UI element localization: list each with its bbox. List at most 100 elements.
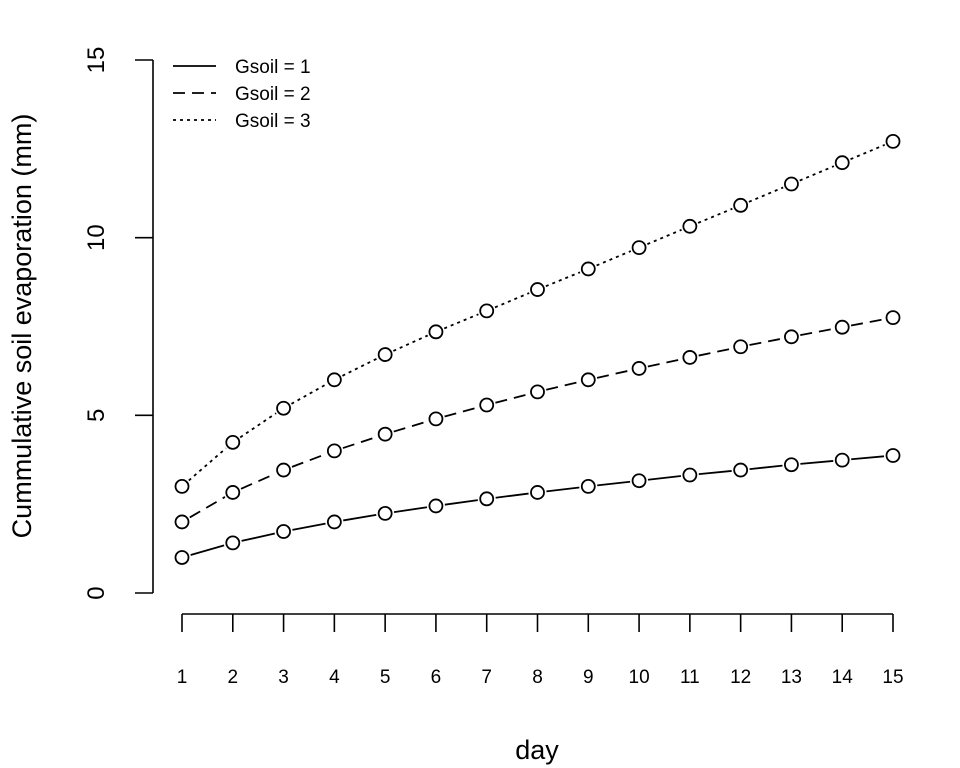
- data-point: [631, 473, 647, 489]
- x-tick-label: 13: [781, 667, 802, 688]
- data-point: [276, 400, 291, 416]
- data-point: [834, 319, 850, 335]
- data-point: [733, 197, 749, 213]
- series-3: [174, 133, 901, 494]
- series-line-segment: [290, 383, 327, 405]
- x-tick-label: 2: [227, 667, 238, 688]
- data-point: [428, 498, 444, 514]
- data-point: [682, 467, 698, 483]
- data-point: [225, 434, 241, 450]
- series-layer: [174, 133, 901, 565]
- series-line-segment: [393, 506, 428, 513]
- series-line-segment: [241, 532, 275, 542]
- series-line-segment: [190, 544, 225, 556]
- data-point: [326, 443, 342, 459]
- data-point: [733, 462, 749, 478]
- series-line-segment: [748, 186, 784, 203]
- series-line-segment: [799, 165, 835, 182]
- data-point: [479, 491, 495, 507]
- data-point: [834, 155, 850, 171]
- y-axis: 0 5 10 15: [83, 47, 154, 600]
- legend: Gsoil = 1 Gsoil = 2 Gsoil = 3: [173, 57, 311, 132]
- series-line-segment: [850, 144, 886, 161]
- series-line-segment: [647, 358, 682, 368]
- series-line-segment: [444, 499, 478, 506]
- data-point: [377, 506, 393, 521]
- data-point: [377, 426, 393, 442]
- x-tick-label: 14: [832, 667, 854, 688]
- x-tick-label: 11: [680, 667, 700, 688]
- data-point: [580, 478, 596, 494]
- series-line-segment: [342, 436, 377, 449]
- series-line-segment: [443, 313, 479, 330]
- data-point: [784, 457, 799, 473]
- data-point: [174, 478, 190, 494]
- x-tick-label: 9: [583, 667, 594, 688]
- data-point: [784, 176, 799, 192]
- data-point: [326, 514, 342, 530]
- data-point: [530, 384, 545, 400]
- series-line-segment: [647, 228, 682, 245]
- series-line-segment: [494, 292, 530, 309]
- series-line-segment: [240, 472, 276, 490]
- series-line-segment: [851, 455, 885, 461]
- data-point: [530, 485, 545, 500]
- data-point: [377, 347, 393, 362]
- x-tick-label: 3: [278, 667, 289, 688]
- x-axis: 1 2 3 4 5 6 7 8 9 10 11 12 13 14 15: [177, 613, 904, 688]
- y-axis-title: Cummulative soil evaporation (mm): [7, 114, 37, 539]
- series-line-segment: [444, 406, 479, 418]
- series-line-segment: [749, 464, 783, 471]
- y-tick-label: 10: [83, 224, 110, 251]
- data-point: [225, 485, 241, 500]
- x-tick-label: 12: [730, 667, 751, 688]
- data-point: [682, 350, 698, 365]
- series-line-segment: [697, 207, 733, 224]
- data-point: [631, 361, 647, 376]
- series-line-segment: [800, 460, 834, 465]
- x-tick-label: 1: [177, 667, 188, 688]
- data-point: [479, 303, 495, 319]
- series-line-segment: [188, 447, 227, 482]
- x-tick-label: 10: [629, 667, 650, 688]
- data-point: [326, 372, 342, 388]
- data-point: [174, 550, 190, 565]
- legend-label-2: Gsoil = 2: [235, 84, 311, 105]
- legend-label-3: Gsoil = 3: [235, 111, 311, 132]
- series-line-segment: [291, 453, 327, 468]
- data-point: [225, 535, 241, 551]
- x-tick-label: 7: [481, 667, 492, 688]
- data-point: [276, 524, 291, 539]
- data-point: [530, 282, 545, 297]
- y-tick-label: 15: [83, 47, 110, 74]
- data-point: [784, 329, 799, 345]
- data-point: [580, 372, 596, 388]
- x-axis-title: day: [515, 735, 559, 765]
- series-line-segment: [292, 522, 326, 531]
- data-point: [428, 324, 444, 340]
- data-point: [580, 261, 596, 277]
- series-line-segment: [342, 357, 378, 377]
- series-line-segment: [850, 318, 885, 327]
- series-line-segment: [647, 475, 682, 481]
- series-line-segment: [546, 381, 580, 391]
- series-line-segment: [393, 420, 428, 433]
- x-tick-label: 15: [882, 667, 903, 688]
- legend-label-1: Gsoil = 1: [235, 57, 311, 78]
- data-point: [428, 411, 444, 427]
- x-tick-label: 4: [329, 667, 340, 688]
- series-line-segment: [189, 496, 226, 519]
- series-line-segment: [545, 271, 581, 287]
- series-line-segment: [596, 369, 631, 379]
- series-line-segment: [749, 337, 783, 346]
- data-point: [631, 240, 647, 256]
- y-tick-label: 5: [83, 409, 110, 422]
- series-line-segment: [495, 492, 529, 499]
- x-tick-label: 8: [532, 667, 543, 688]
- series-line-segment: [596, 250, 632, 267]
- data-point: [885, 310, 901, 326]
- series-line-segment: [239, 412, 277, 439]
- series-line-segment: [495, 393, 530, 404]
- y-tick-label: 0: [83, 586, 110, 599]
